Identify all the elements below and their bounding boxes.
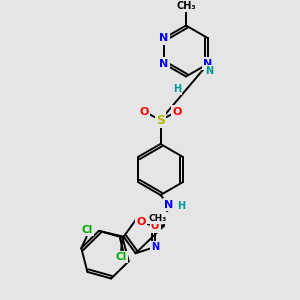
Text: N: N: [159, 33, 169, 43]
Text: O: O: [172, 106, 182, 117]
Text: N: N: [164, 200, 173, 210]
Text: CH₃: CH₃: [148, 214, 166, 223]
Text: N: N: [203, 59, 213, 69]
Text: N: N: [159, 59, 169, 69]
Text: O: O: [139, 106, 149, 117]
Text: H: H: [177, 201, 186, 211]
Text: O: O: [151, 221, 159, 232]
Text: CH₃: CH₃: [176, 1, 196, 11]
Text: Cl: Cl: [82, 225, 93, 235]
Text: Cl: Cl: [116, 252, 127, 262]
Text: S: S: [156, 113, 165, 127]
Text: N: N: [159, 33, 169, 43]
Text: H: H: [173, 84, 181, 94]
Text: O: O: [136, 217, 146, 227]
Text: N: N: [151, 242, 159, 252]
Text: N: N: [206, 66, 214, 76]
